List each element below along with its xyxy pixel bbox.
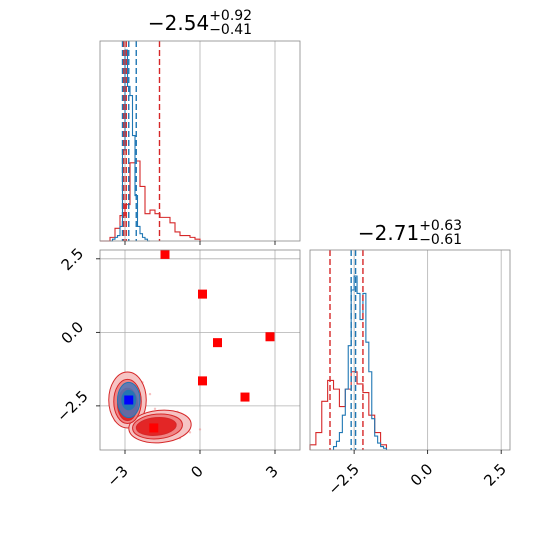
top-title-minus: −0.41: [209, 22, 252, 38]
top-histogram-series: [100, 49, 201, 242]
x-tick-label: −3: [103, 462, 131, 490]
contour-points: [124, 249, 275, 433]
blue-histogram-step: [110, 49, 150, 242]
right-histogram-series: [309, 275, 388, 450]
red-marker: [240, 392, 250, 402]
red-histogram-step: [100, 160, 201, 242]
y-tick-label: −2.5: [53, 387, 91, 425]
right-histogram-ticks: −2.5 0.0 2.5: [324, 450, 510, 499]
blue-histogram-step: [332, 275, 388, 450]
x-tick-label: 0.0: [407, 460, 437, 490]
top-title-plus: +0.92: [209, 8, 252, 24]
red-marker: [198, 376, 207, 386]
right-histogram-frame: [309, 249, 511, 451]
right-title-plus: +0.63: [419, 218, 462, 234]
x-tick-label: 0: [187, 462, 206, 481]
y-tick-label: 2.5: [58, 244, 88, 274]
contour-ticks: −3 0 3 2.5 0.0 −2.5: [53, 244, 282, 490]
contour-fills: [108, 371, 202, 444]
top-histogram-panel: −2.54+0.92 −0.41: [99, 8, 301, 245]
red-marker: [149, 423, 159, 433]
right-histogram-panel: −2.5 0.0 2.5 −2.71+0.63 −0.61: [309, 218, 511, 499]
top-title-median: −2.54: [148, 11, 209, 35]
right-title-minus: −0.61: [419, 232, 462, 248]
right-title-median: −2.71: [358, 221, 419, 245]
right-histogram-quantile-lines: [329, 250, 364, 450]
top-histogram-ticks: [124, 241, 276, 245]
y-tick-label: 0.0: [58, 318, 88, 348]
blue-marker: [124, 395, 134, 405]
sample-dot: [148, 392, 152, 396]
red-marker: [160, 249, 170, 259]
x-tick-label: 2.5: [480, 460, 510, 490]
red-marker: [265, 332, 275, 342]
sample-dot: [198, 428, 202, 431]
sample-dot: [188, 431, 192, 434]
red-marker: [213, 338, 222, 348]
x-tick-label: −2.5: [324, 460, 362, 498]
top-histogram-title: −2.54+0.92 −0.41: [148, 8, 252, 38]
right-histogram-title: −2.71+0.63 −0.61: [358, 218, 462, 248]
right-histogram-grid: [353, 250, 502, 450]
sample-dot: [153, 407, 157, 411]
top-histogram-grid: [124, 41, 276, 241]
top-histogram-quantile-lines: [121, 41, 161, 241]
red-marker: [198, 289, 207, 299]
x-tick-label: 3: [262, 462, 281, 481]
contour-panel: −3 0 3 2.5 0.0 −2.5: [53, 244, 301, 490]
